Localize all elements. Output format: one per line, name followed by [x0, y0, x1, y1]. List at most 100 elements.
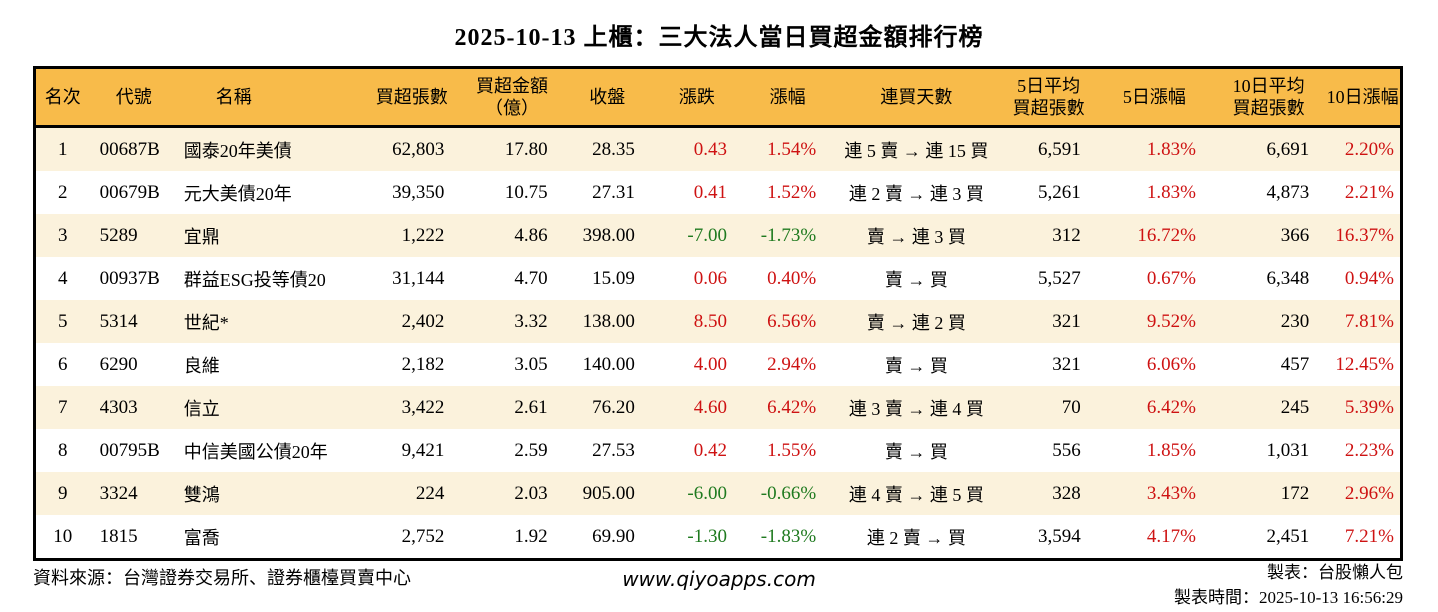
rank-cell: 10 [53, 525, 73, 547]
net-buy-amount-cell: 2.03 [514, 482, 548, 504]
code-cell: 5314 [99, 310, 138, 332]
header-net-buy-volume: 買超張數 [363, 67, 461, 128]
change-cell: -6.00 [687, 482, 727, 504]
code-cell: 3324 [99, 482, 138, 504]
streak-cell: 連 5 賣 → 連 15 買 [844, 140, 989, 161]
net-buy-volume-cell: 3,422 [401, 396, 445, 418]
avg5-volume-cell: 3,594 [1038, 525, 1081, 547]
name-cell: 國泰20年美債 [183, 140, 292, 161]
avg5-volume-cell: 556 [1052, 439, 1081, 461]
net-buy-amount-cell: 1.92 [514, 525, 548, 547]
close-cell: 398.00 [582, 224, 635, 246]
pct-5d-cell: 3.43% [1146, 482, 1196, 504]
avg10-volume-cell: 6,691 [1266, 138, 1310, 160]
avg5-volume-cell: 321 [1052, 353, 1081, 375]
code-cell: 00679B [99, 181, 160, 203]
close-cell: 69.90 [592, 525, 635, 547]
pct-5d-cell: 0.67% [1146, 267, 1196, 289]
change-pct-cell: 0.40% [767, 267, 817, 289]
pct-10d-cell: 2.23% [1344, 439, 1394, 461]
change-cell: 4.00 [693, 353, 727, 375]
code-cell: 6290 [99, 353, 138, 375]
website-watermark: www.qiyoapps.com [622, 567, 816, 591]
avg5-volume-cell: 70 [1061, 396, 1081, 418]
name-cell: 信立 [183, 398, 220, 419]
pct-10d-cell: 7.21% [1344, 525, 1394, 547]
name-cell: 群益ESG投等債20 [183, 269, 326, 290]
change-pct-cell: -1.83% [760, 525, 817, 547]
avg5-volume-cell: 312 [1052, 224, 1081, 246]
avg5-volume-cell: 321 [1052, 310, 1081, 332]
header-rank: 名次 [34, 67, 90, 128]
pct-5d-cell: 16.72% [1137, 224, 1196, 246]
rank-cell: 6 [58, 353, 68, 375]
pct-5d-cell: 1.83% [1146, 138, 1196, 160]
net-buy-amount-cell: 17.80 [504, 138, 548, 160]
close-cell: 27.31 [592, 181, 635, 203]
rank-cell: 1 [58, 138, 68, 160]
pct-10d-cell: 2.96% [1344, 482, 1394, 504]
header-avg10-volume: 10日平均 買超張數 [1212, 67, 1326, 128]
pct-5d-cell: 1.83% [1146, 181, 1196, 203]
change-pct-cell: 6.56% [767, 310, 817, 332]
avg10-volume-cell: 245 [1280, 396, 1310, 418]
avg10-volume-cell: 4,873 [1266, 181, 1310, 203]
net-buy-amount-cell: 10.75 [504, 181, 548, 203]
change-cell: 0.42 [693, 439, 727, 461]
avg5-volume-cell: 6,591 [1038, 138, 1081, 160]
net-buy-volume-cell: 31,144 [392, 267, 445, 289]
change-cell: 4.60 [693, 396, 727, 418]
ranking-table: 名次 代號 名稱 買超張數 買超金額 （億） 收盤 漲跌 漲幅 連買天數 5日平… [33, 66, 1403, 561]
avg10-volume-cell: 172 [1280, 482, 1310, 504]
streak-cell: 賣 → 買 [884, 355, 948, 376]
change-pct-cell: 1.52% [767, 181, 817, 203]
made-at-timestamp: 製表時間：2025-10-13 16:56:29 [1173, 588, 1403, 607]
rank-cell: 4 [58, 267, 68, 289]
code-cell: 00687B [99, 138, 160, 160]
table-row: 7 4303 信立 3,422 2.61 76.20 4.60 6.42% 連 … [34, 386, 1402, 429]
header-change-pct: 漲幅 [743, 67, 833, 128]
avg10-volume-cell: 6,348 [1266, 267, 1310, 289]
pct-10d-cell: 12.45% [1335, 353, 1394, 375]
change-cell: 8.50 [693, 310, 727, 332]
name-cell: 中信美國公債20年 [183, 441, 328, 462]
change-cell: 0.41 [693, 181, 727, 203]
table-row: 2 00679B 元大美債20年 39,350 10.75 27.31 0.41… [35, 171, 1402, 214]
close-cell: 76.20 [592, 396, 635, 418]
pct-10d-cell: 7.81% [1344, 310, 1394, 332]
pct-5d-cell: 4.17% [1146, 525, 1196, 547]
name-cell: 富喬 [183, 527, 220, 548]
close-cell: 15.09 [592, 267, 635, 289]
code-cell: 1815 [99, 525, 138, 547]
table-row: 3 5289 宜鼎 1,222 4.86 398.00 -7.00 -1.73%… [34, 214, 1402, 257]
streak-cell: 連 3 賣 → 連 4 買 [848, 398, 984, 419]
streak-cell: 連 2 賣 → 連 3 買 [848, 183, 984, 204]
change-pct-cell: 6.42% [767, 396, 817, 418]
change-pct-cell: -1.73% [760, 224, 817, 246]
net-buy-amount-cell: 4.70 [514, 267, 548, 289]
net-buy-volume-cell: 224 [415, 482, 445, 504]
code-cell: 5289 [99, 224, 138, 246]
rank-cell: 7 [58, 396, 68, 418]
avg5-volume-cell: 5,261 [1038, 181, 1081, 203]
table-row: 8 00795B 中信美國公債20年 9,421 2.59 27.53 0.42… [35, 429, 1402, 472]
table-row: 10 1815 富喬 2,752 1.92 69.90 -1.30 -1.83%… [35, 515, 1402, 560]
change-cell: -1.30 [687, 525, 727, 547]
net-buy-amount-cell: 4.86 [514, 224, 548, 246]
rank-cell: 9 [58, 482, 68, 504]
net-buy-volume-cell: 1,222 [401, 224, 445, 246]
code-cell: 00795B [99, 439, 160, 461]
table-row: 6 6290 良維 2,182 3.05 140.00 4.00 2.94% 賣… [35, 343, 1402, 386]
header-pct-5d: 5日漲幅 [1096, 67, 1212, 128]
avg5-volume-cell: 5,527 [1038, 267, 1081, 289]
code-cell: 00937B [99, 267, 160, 289]
net-buy-volume-cell: 9,421 [401, 439, 445, 461]
pct-10d-cell: 2.20% [1344, 138, 1394, 160]
made-by-label: 製表：台股懶人包 [1267, 563, 1403, 582]
pct-5d-cell: 6.06% [1146, 353, 1196, 375]
net-buy-volume-cell: 2,182 [401, 353, 445, 375]
avg5-volume-cell: 328 [1052, 482, 1081, 504]
name-cell: 宜鼎 [183, 226, 220, 247]
pct-10d-cell: 5.39% [1344, 396, 1394, 418]
avg10-volume-cell: 1,031 [1266, 439, 1310, 461]
